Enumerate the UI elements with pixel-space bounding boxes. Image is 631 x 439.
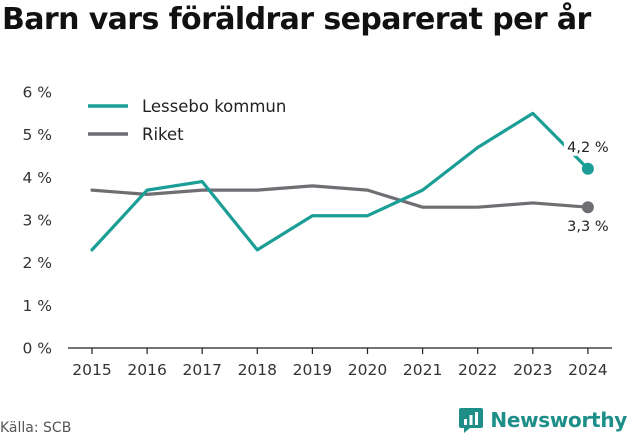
x-tick-label: 2015 bbox=[72, 361, 111, 379]
x-tick-label: 2021 bbox=[403, 361, 442, 379]
brand-name: Newsworthy bbox=[490, 408, 627, 432]
x-tick-label: 2022 bbox=[458, 361, 497, 379]
legend: Lessebo kommun Riket bbox=[88, 97, 286, 144]
y-tick-label: 3 % bbox=[22, 212, 52, 230]
brand: Newsworthy bbox=[458, 406, 627, 434]
end-label-riket: 3,3 % bbox=[567, 219, 608, 235]
series-end-point bbox=[581, 162, 594, 175]
y-tick-label: 2 % bbox=[22, 254, 52, 272]
chart-title: Barn vars föräldrar separerat per år bbox=[2, 2, 591, 37]
series-line-lessebo bbox=[90, 111, 590, 252]
x-tick-label: 2023 bbox=[513, 361, 552, 379]
y-tick-label: 6 % bbox=[22, 84, 52, 102]
x-tick-label: 2019 bbox=[293, 361, 332, 379]
x-tick-label: 2020 bbox=[348, 361, 387, 379]
x-tick-label: 2017 bbox=[182, 361, 221, 379]
x-axis: 2015 2016 2017 2018 2019 2020 2021 2022 2023 2024 bbox=[68, 347, 612, 379]
x-tick-label: 2024 bbox=[568, 361, 607, 379]
x-tick-label: 2018 bbox=[238, 361, 277, 379]
end-label-background bbox=[563, 137, 612, 156]
newsworthy-logo-icon bbox=[459, 408, 484, 433]
y-axis: 0 % 1 % 2 % 3 % 4 % 5 % 6 % bbox=[22, 84, 52, 358]
y-tick-label: 5 % bbox=[22, 126, 52, 144]
y-tick-label: 0 % bbox=[22, 340, 52, 358]
y-tick-label: 4 % bbox=[22, 169, 52, 187]
end-label-lessebo: 4,2 % bbox=[567, 140, 608, 156]
series-line-riket bbox=[90, 184, 590, 209]
y-tick-label: 1 % bbox=[22, 297, 52, 315]
series-layer: 4,2 % 3,3 % bbox=[90, 111, 612, 252]
source-note: Källa: SCB bbox=[0, 420, 72, 436]
legend-label: Lessebo kommun bbox=[142, 97, 286, 116]
x-tick-label: 2016 bbox=[127, 361, 166, 379]
series-end-point bbox=[581, 201, 594, 214]
legend-label: Riket bbox=[142, 125, 184, 144]
